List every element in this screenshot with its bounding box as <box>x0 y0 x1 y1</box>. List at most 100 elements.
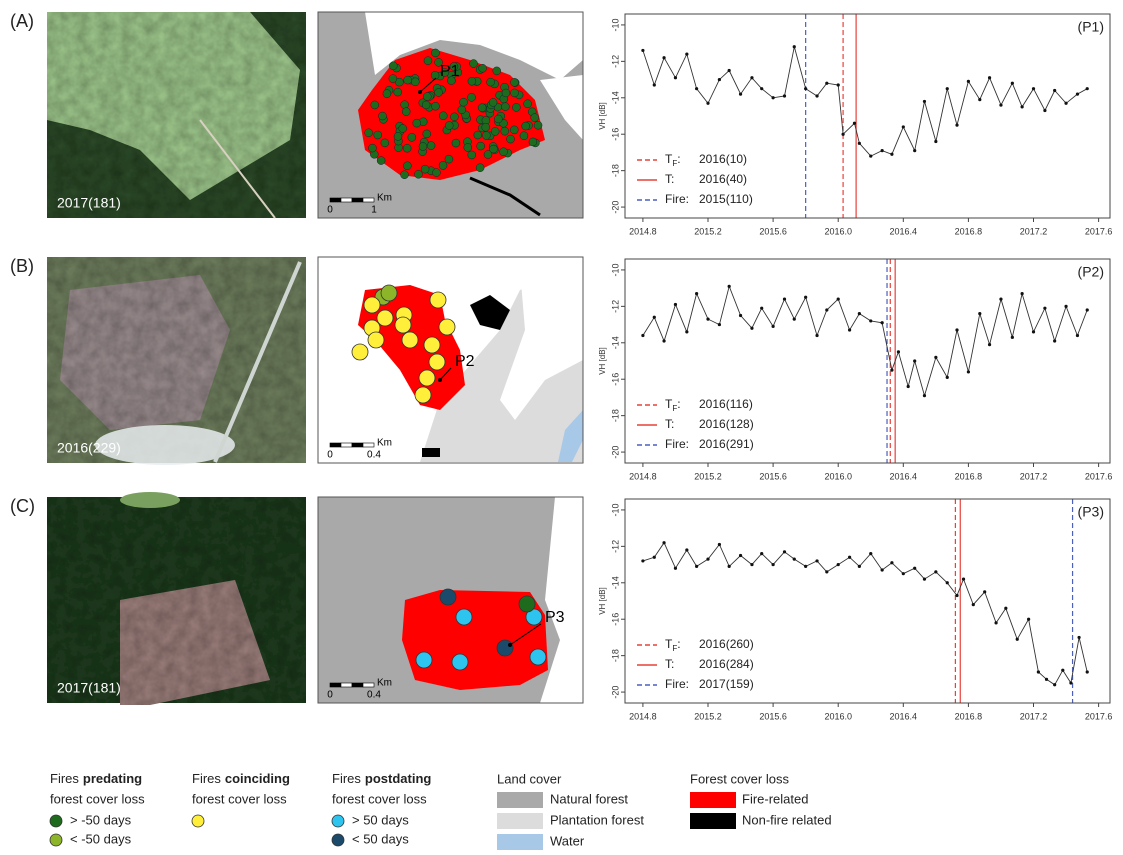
series-point <box>848 556 851 559</box>
series-point <box>653 316 656 319</box>
legend-name: T: <box>665 417 674 431</box>
x-tick-label: 2017.2 <box>1020 226 1048 236</box>
fire-dot <box>377 157 385 165</box>
fire-dot <box>489 98 497 106</box>
x-tick-label: 2016.8 <box>955 471 983 481</box>
fire-dot <box>452 139 460 147</box>
fire-dot <box>416 652 432 668</box>
series-point <box>983 590 986 593</box>
series-point <box>988 343 991 346</box>
fire-dot <box>530 649 546 665</box>
series-point <box>923 394 926 397</box>
series-point <box>1043 109 1046 112</box>
series-point <box>841 133 844 136</box>
fire-dot <box>399 124 407 132</box>
series-point <box>1061 669 1064 672</box>
series-point <box>1053 89 1056 92</box>
fire-dot <box>419 143 427 151</box>
scale-unit: Km <box>377 438 392 449</box>
legend-date: 2015(110) <box>699 192 753 206</box>
x-tick-label: 2015.6 <box>759 471 787 481</box>
point-marker <box>438 378 442 382</box>
legend-item-label: < 50 days <box>352 831 409 846</box>
panel-label: (C) <box>10 496 35 516</box>
fire-dot <box>401 101 409 109</box>
fire-dot <box>424 337 440 353</box>
fire-dot <box>364 297 380 313</box>
x-tick-label: 2014.8 <box>629 471 657 481</box>
series-point <box>793 558 796 561</box>
series-point <box>962 578 965 581</box>
y-tick-label: -10 <box>610 263 620 276</box>
fire-dot <box>378 112 386 120</box>
series-point <box>641 334 644 337</box>
y-tick-label: -20 <box>610 201 620 214</box>
legend-date: 2016(40) <box>699 172 747 186</box>
y-tick-label: -12 <box>610 55 620 68</box>
fire-dot <box>531 114 539 122</box>
legend-item-label: > -50 days <box>70 812 132 827</box>
panel-3: (C)2017(181)P3Km00.4 <box>10 492 583 705</box>
fire-dot <box>510 126 518 134</box>
series-point <box>825 570 828 573</box>
scale-end: 1 <box>371 205 377 216</box>
series-point <box>858 142 861 145</box>
y-axis-label: VH [dB] <box>598 347 607 375</box>
series-point <box>1076 334 1079 337</box>
scale-bar <box>341 443 352 447</box>
series-point <box>739 554 742 557</box>
panel-2: (B)2016(229)P2Km00.4 <box>10 256 583 465</box>
series-point <box>804 565 807 568</box>
legend-title-emphasis: predating <box>83 771 142 786</box>
series-point <box>1032 87 1035 90</box>
fire-dot <box>368 332 384 348</box>
fire-dot <box>439 161 447 169</box>
legend-swatch <box>497 834 543 850</box>
series-point <box>858 565 861 568</box>
x-tick-label: 2015.6 <box>759 226 787 236</box>
series-point <box>695 565 698 568</box>
fire-dot <box>439 319 455 335</box>
fire-dot <box>423 130 431 138</box>
series-point <box>706 558 709 561</box>
x-tick-label: 2016.8 <box>955 711 983 721</box>
series-point <box>662 56 665 59</box>
legend-title-text: Fires <box>50 771 79 786</box>
series-point <box>772 96 775 99</box>
fire-dot <box>419 370 435 386</box>
legend-name: TF: <box>665 637 681 653</box>
series-point <box>972 603 975 606</box>
scale-bar <box>363 443 374 447</box>
fire-dot <box>415 387 431 403</box>
fire-dot <box>511 89 519 97</box>
series-point <box>750 327 753 330</box>
series-point <box>967 80 970 83</box>
fire-dot <box>502 89 510 97</box>
series-point <box>772 563 775 566</box>
fire-dot <box>365 129 373 137</box>
x-tick-label: 2014.8 <box>629 711 657 721</box>
fire-dot <box>402 332 418 348</box>
scale-end: 0.4 <box>367 450 381 461</box>
fire-dot <box>489 145 497 153</box>
y-axis-label: VH [dB] <box>598 102 607 130</box>
series-point <box>1064 102 1067 105</box>
series-point <box>1004 607 1007 610</box>
x-tick-label: 2015.2 <box>694 711 722 721</box>
fire-dot <box>403 144 411 152</box>
legend-title: Forest cover loss <box>690 771 789 786</box>
x-tick-label: 2016.4 <box>890 471 918 481</box>
legend-name-text: T: <box>665 417 674 431</box>
legend-name-text: Fire: <box>665 677 689 691</box>
series-point <box>999 297 1002 300</box>
series-point <box>718 323 721 326</box>
legend-date: 2016(291) <box>699 437 754 451</box>
legend-item-label: Non-fire related <box>742 812 832 827</box>
series-point <box>837 563 840 566</box>
x-tick-label: 2015.6 <box>759 711 787 721</box>
series-point <box>902 125 905 128</box>
y-tick-label: -18 <box>610 164 620 177</box>
series-point <box>1045 678 1048 681</box>
y-tick-label: -16 <box>610 128 620 141</box>
y-tick-label: -12 <box>610 300 620 313</box>
